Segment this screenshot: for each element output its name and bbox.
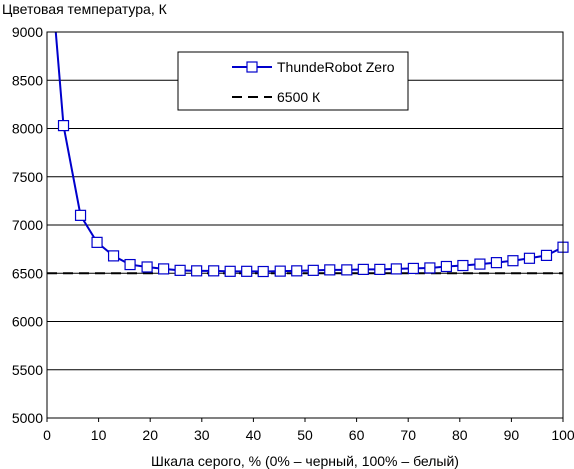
y-tick-label-5500: 5500 — [12, 362, 43, 378]
legend-box — [177, 51, 409, 111]
y-tick-label-5000: 5000 — [12, 410, 43, 426]
plot-frame — [46, 31, 564, 419]
data-point — [208, 265, 220, 277]
x-tick-label-80: 80 — [452, 427, 468, 443]
y-tick-label-6000: 6000 — [12, 314, 43, 330]
y-tick-labels: 5000 5500 6000 6500 7000 7500 8000 8500 9000 — [12, 24, 43, 426]
x-tick-label-30: 30 — [194, 427, 210, 443]
data-point — [307, 264, 319, 276]
data-point — [174, 264, 186, 276]
series-layer — [47, 31, 569, 278]
y-tick-label-7000: 7000 — [12, 217, 43, 233]
data-point — [357, 263, 369, 275]
data-point — [57, 120, 70, 132]
data-point — [107, 250, 120, 262]
y-axis-title: Цветовая температура, К — [2, 1, 168, 17]
y-tick-label-8500: 8500 — [12, 72, 43, 88]
legend-marker-series-1 — [246, 61, 258, 73]
data-point — [191, 265, 203, 277]
data-point — [158, 263, 170, 275]
data-point — [224, 265, 236, 277]
data-point — [507, 255, 519, 267]
data-point — [324, 264, 336, 276]
data-point — [341, 264, 353, 276]
data-point — [74, 209, 87, 221]
x-axis-title: Шкала серого, % (0% – черный, 100% – бел… — [151, 453, 459, 469]
x-tick-label-90: 90 — [504, 427, 520, 443]
data-point — [424, 262, 436, 274]
data-point — [407, 262, 419, 275]
data-point — [457, 259, 469, 272]
data-point — [490, 257, 503, 269]
data-point — [241, 265, 253, 277]
legend-label-series-1: ThundeRobot Zero — [277, 59, 395, 75]
x-tick-label-40: 40 — [246, 427, 262, 443]
data-point — [91, 236, 103, 248]
y-tick-label-8000: 8000 — [12, 121, 43, 137]
data-point — [141, 261, 153, 273]
y-tick-label-9000: 9000 — [12, 24, 43, 40]
data-point — [291, 265, 303, 277]
x-tick-label-70: 70 — [400, 427, 416, 443]
data-point — [523, 252, 536, 264]
data-point — [374, 263, 386, 275]
x-tick-label-20: 20 — [142, 427, 158, 443]
x-tick-label-100: 100 — [551, 427, 574, 443]
legend-label-series-2: 6500 К — [277, 89, 321, 105]
data-point — [124, 258, 136, 271]
x-tick-labels: 0 10 20 30 40 50 60 70 80 90 100 — [43, 418, 574, 443]
data-point — [257, 265, 269, 278]
y-tick-label-7500: 7500 — [12, 169, 43, 185]
y-tick-label-6500: 6500 — [12, 265, 43, 281]
data-point — [390, 263, 402, 275]
x-tick-label-60: 60 — [349, 427, 365, 443]
data-point — [540, 249, 553, 261]
data-point — [274, 265, 286, 277]
legend: ThundeRobot Zero 6500 К — [177, 51, 409, 111]
x-tick-label-10: 10 — [91, 427, 107, 443]
x-tick-label-50: 50 — [297, 427, 313, 443]
data-point — [474, 258, 486, 270]
x-tick-label-0: 0 — [43, 427, 51, 443]
data-point — [440, 260, 452, 273]
